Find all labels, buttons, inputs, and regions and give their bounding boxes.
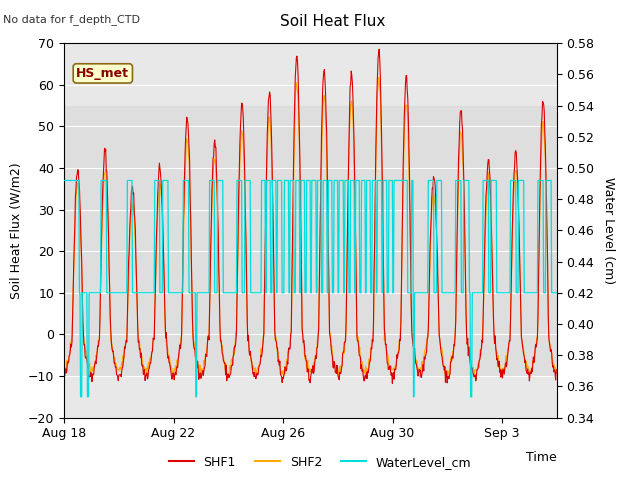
Legend: SHF1, SHF2, WaterLevel_cm: SHF1, SHF2, WaterLevel_cm [164,451,476,474]
Text: Time: Time [526,451,557,464]
Bar [64,106,557,376]
Text: No data for f_depth_CTD: No data for f_depth_CTD [3,14,140,25]
Y-axis label: Water Level (cm): Water Level (cm) [602,177,615,284]
Y-axis label: Soil Heat Flux (W/m2): Soil Heat Flux (W/m2) [10,162,22,299]
Text: Soil Heat Flux: Soil Heat Flux [280,14,385,29]
Text: HS_met: HS_met [76,67,129,80]
